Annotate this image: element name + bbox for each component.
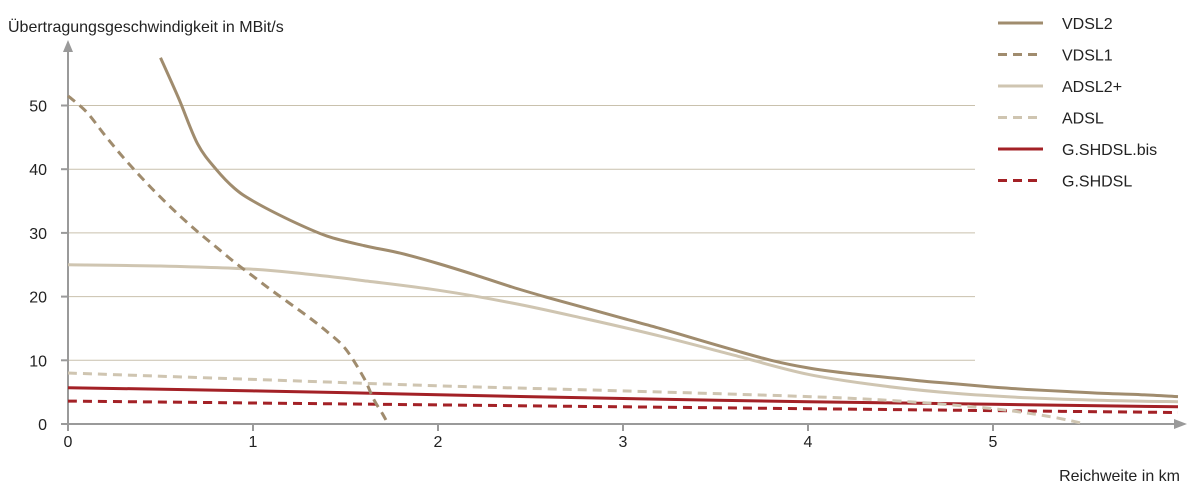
y-axis-arrow [63,40,73,52]
legend-label-g-shdsl-bis: G.SHDSL.bis [1062,142,1157,159]
x-tick-labels: 0 1 2 3 4 5 [64,424,998,451]
y-tick-label: 30 [29,226,47,243]
x-axis-arrow [1174,419,1187,429]
series-line-vdsl1 [67,94,390,425]
series-lines [67,57,1179,426]
y-tick-labels: 0 10 20 30 40 50 [29,99,68,434]
y-axis-title: Übertragungsgeschwindigkeit in MBit/s [8,18,284,36]
axes [63,40,1187,429]
legend-label-vdsl2: VDSL2 [1062,16,1113,33]
legend: VDSL2 VDSL1 ADSL2+ ADSL G.SHDSL.bis G.SHDSL [998,16,1157,191]
y-tick-label: 50 [29,99,47,116]
y-tick-label: 20 [29,290,47,307]
x-tick-label: 4 [804,434,813,451]
x-tick-label: 2 [434,434,443,451]
x-axis-title: Reichweite in km [1059,468,1180,485]
x-tick-label: 1 [249,434,258,451]
x-tick-label: 5 [989,434,998,451]
legend-label-adsl2: ADSL2+ [1062,79,1122,96]
series-line-adsl [67,371,1086,426]
y-tick-label: 0 [38,417,47,434]
x-tick-label: 0 [64,434,73,451]
series-line-vdsl2 [159,57,1179,399]
legend-label-g-shdsl: G.SHDSL [1062,174,1132,191]
x-tick-label: 3 [619,434,628,451]
series-line-g-shdsl-bis [67,386,1179,409]
y-tick-label: 10 [29,353,47,370]
y-tick-label: 40 [29,162,47,179]
legend-label-adsl: ADSL [1062,111,1104,128]
series-line-g-shdsl [67,399,1179,414]
grid-lines [68,105,975,361]
series-line-adsl2 [67,263,1179,404]
legend-label-vdsl1: VDSL1 [1062,48,1113,65]
